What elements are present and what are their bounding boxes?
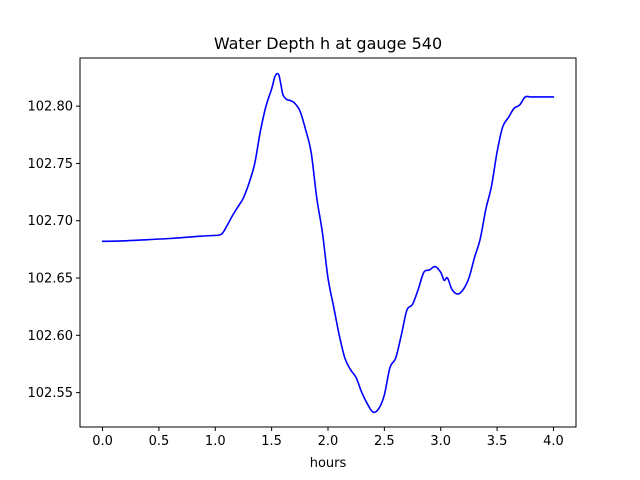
y-tick-label: 102.80 — [28, 100, 74, 115]
y-axis: 102.55 102.60 102.65 102.70 102.75 102.80 — [28, 100, 80, 401]
x-tick-label: 2.0 — [318, 434, 339, 449]
x-tick-label: 3.0 — [430, 434, 451, 449]
y-tick-label: 102.60 — [28, 329, 74, 344]
x-tick-label: 1.5 — [261, 434, 282, 449]
x-axis: 0.0 0.5 1.0 1.5 2.0 2.5 3.0 3.5 4.0 — [92, 427, 564, 449]
y-tick-label: 102.70 — [28, 214, 74, 229]
series-line-0 — [101, 72, 555, 414]
x-tick-label: 0.5 — [149, 434, 170, 449]
x-tick-label: 4.0 — [543, 434, 564, 449]
plot-area — [101, 72, 555, 414]
x-tick-label: 2.5 — [374, 434, 395, 449]
x-tick-label: 3.5 — [487, 434, 508, 449]
y-tick-label: 102.75 — [28, 157, 74, 172]
x-tick-label: 0.0 — [92, 434, 113, 449]
x-tick-label: 1.0 — [205, 434, 226, 449]
y-tick-label: 102.65 — [28, 272, 74, 287]
chart-title: Water Depth h at gauge 540 — [214, 34, 442, 53]
y-tick-label: 102.55 — [28, 386, 74, 401]
x-axis-label: hours — [310, 456, 347, 471]
